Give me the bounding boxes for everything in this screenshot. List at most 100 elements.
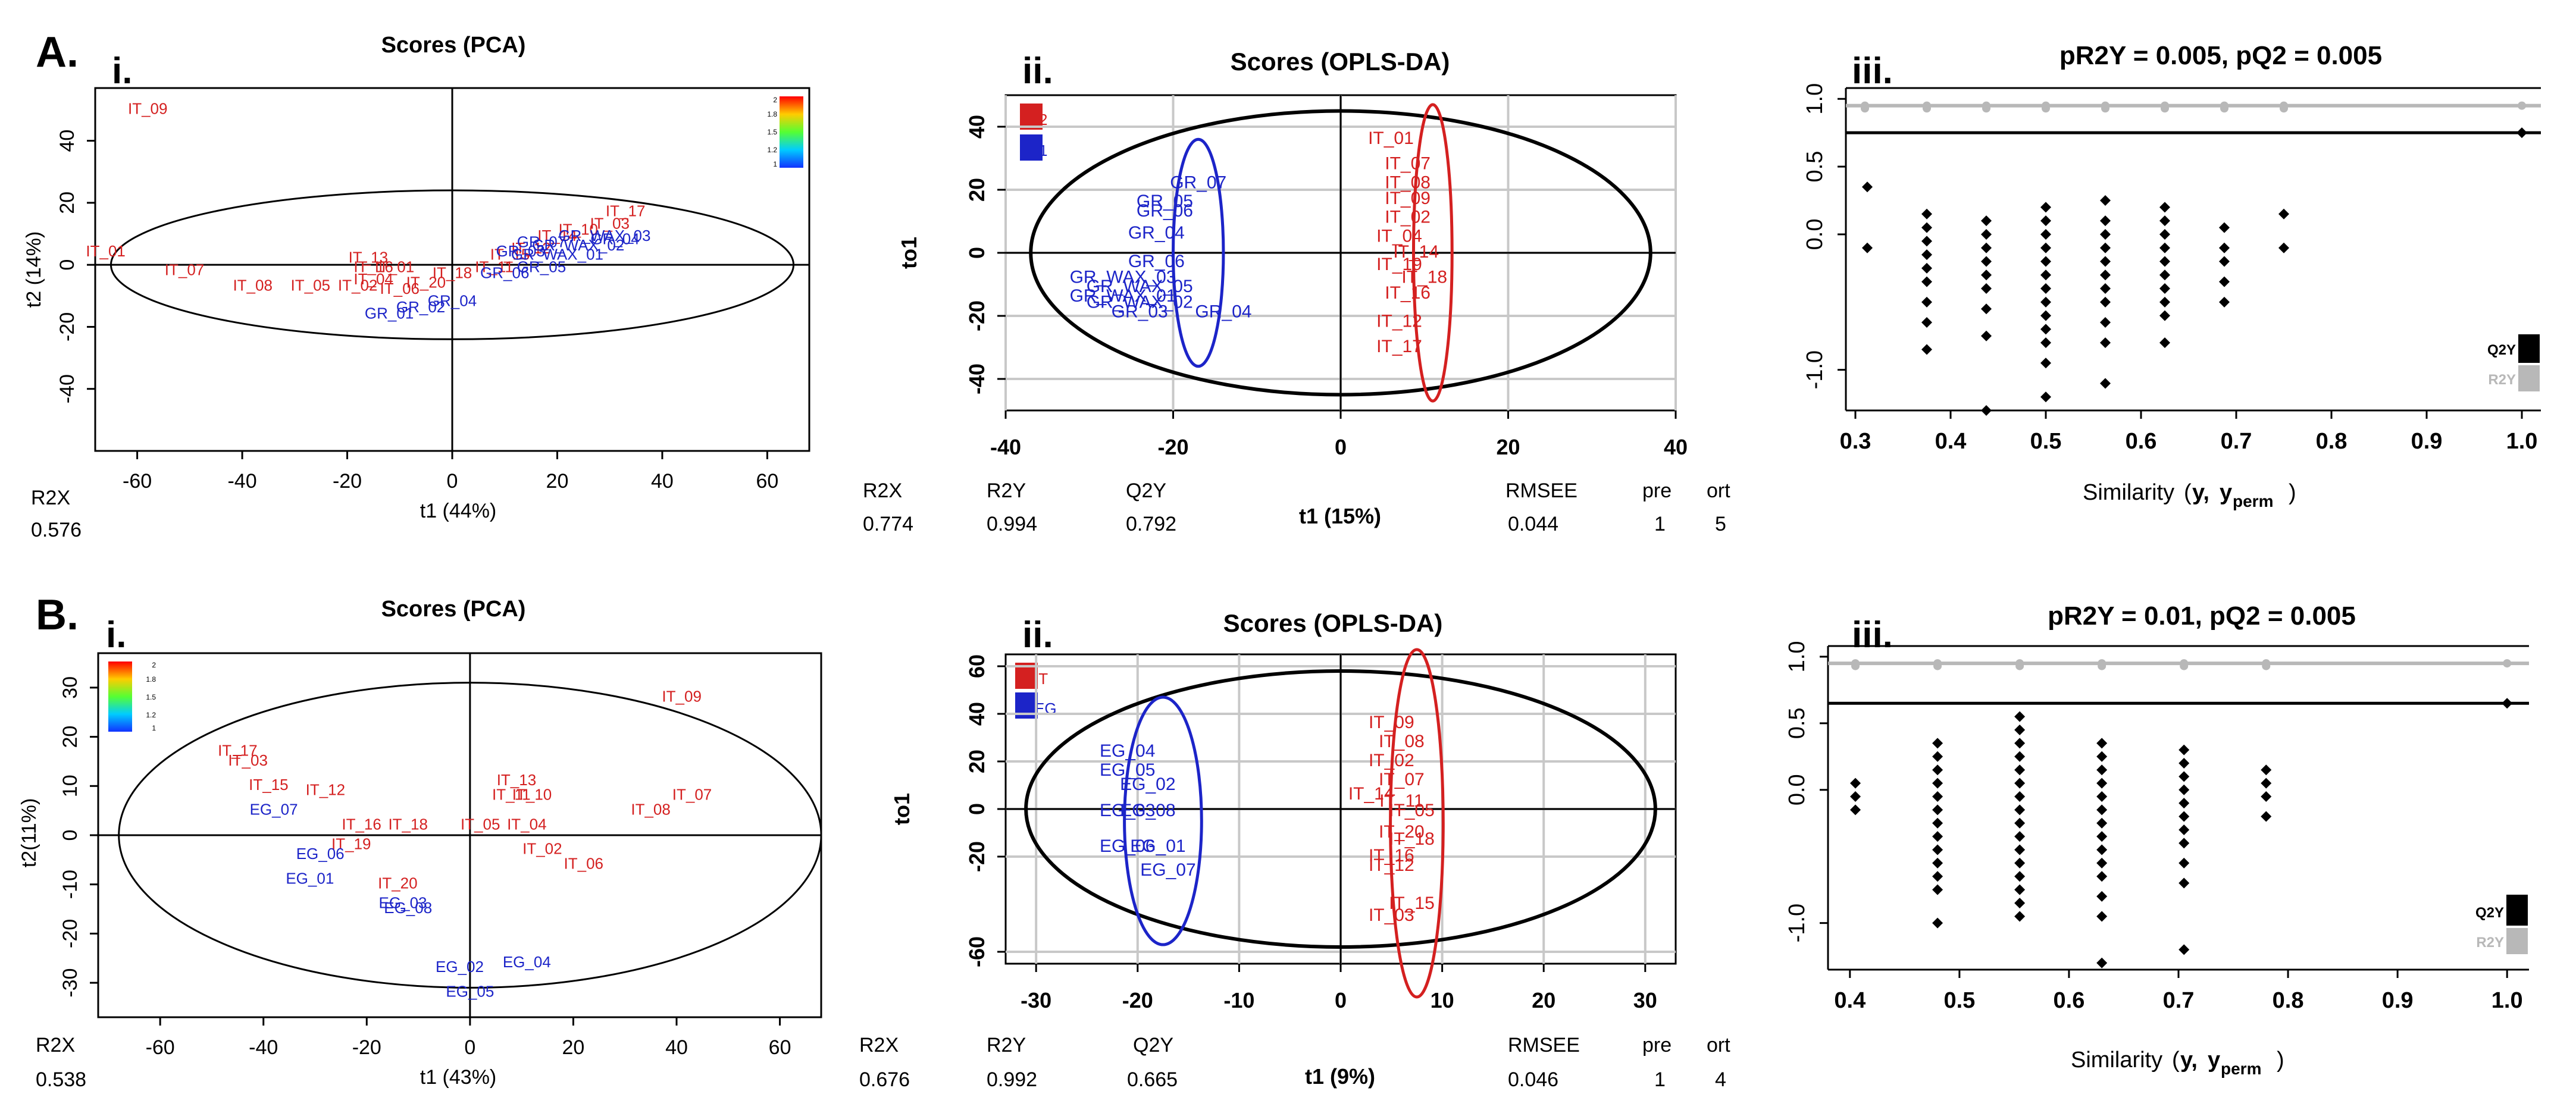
- data-point-label: IT_06: [564, 854, 604, 872]
- r2y-point: [2015, 661, 2024, 670]
- panel-a-permutation: pR2Y = 0.005, pQ2 = 0.005 Similarity ( y…: [1802, 41, 2541, 510]
- row-a-numeral-ii: ii.: [1022, 51, 1053, 92]
- y-tick-label: -20: [59, 919, 82, 948]
- r2y-point: [2220, 104, 2228, 113]
- data-point-label: GR_07: [517, 233, 566, 251]
- data-point-label: IT_05: [1389, 801, 1435, 820]
- data-point-label: IT_05: [291, 277, 331, 294]
- data-point-label: GR_05: [1137, 192, 1193, 211]
- q2y-point: [2516, 127, 2527, 139]
- x-tick-label: -20: [1122, 988, 1153, 1012]
- y-tick-label: -20: [56, 312, 79, 341]
- q2y-point: [2100, 215, 2111, 227]
- data-point-label: IT_14: [537, 227, 577, 244]
- q2y-point: [2261, 791, 2272, 802]
- data-point-label: IT_12: [1376, 312, 1422, 331]
- chart-title: Scores (PCA): [381, 597, 526, 622]
- data-point-label: IT_15: [1389, 893, 1435, 913]
- stat-label: RMSEE: [1505, 479, 1577, 502]
- r2y-point: [1861, 104, 1869, 113]
- data-point-label: GR_WAX_05: [1087, 277, 1193, 296]
- q2y-point: [2040, 202, 2051, 213]
- data-point-label: GR_04: [428, 292, 477, 310]
- stat-label: R2X: [863, 479, 902, 502]
- x-tick-label: 0: [464, 1036, 475, 1059]
- y-tick-label: 40: [965, 115, 989, 139]
- row-b-numeral-iii: iii.: [1852, 614, 1893, 656]
- q2y-point: [2014, 777, 2026, 789]
- r2y-point: [2180, 661, 2189, 670]
- stat-value: 0.665: [1127, 1068, 1178, 1091]
- q2y-point: [1981, 256, 1992, 267]
- q2y-point: [2040, 283, 2051, 294]
- colorbar-tick: 1.2: [767, 146, 777, 154]
- x-tick-label: 40: [651, 470, 674, 493]
- y-tick-label: 0.0: [1785, 774, 1810, 805]
- legend-label: Q2Y: [2475, 905, 2504, 921]
- q2y-point: [2100, 378, 2111, 389]
- q2y-point: [2014, 844, 2026, 855]
- data-point-label: EG_07: [1140, 860, 1195, 880]
- data-point-label: IT_08: [1379, 732, 1425, 751]
- data-point-label: IT_19: [1376, 255, 1422, 274]
- y-tick-label: 1.0: [1802, 83, 1827, 115]
- y-tick-label: 60: [965, 654, 989, 678]
- legend-label: R2Y: [2488, 372, 2516, 388]
- q2y-point: [1932, 804, 1943, 816]
- hotelling-ellipse: [118, 682, 822, 989]
- q2y-point: [1850, 804, 1861, 816]
- q2y-point: [2096, 804, 2108, 816]
- hotelling-ellipse: [109, 189, 795, 340]
- hotelling-ellipse: [1024, 669, 1657, 949]
- q2y-point: [1932, 751, 1943, 762]
- panel-b-pca: Scores (PCA) t1 (43%) t2(11%) 2 1.8 1.5 …: [18, 597, 822, 1089]
- q2y-point: [2100, 242, 2111, 253]
- q2y-point: [2179, 784, 2190, 795]
- y-tick-label: 10: [59, 775, 82, 797]
- group-ellipse-blue: [1123, 695, 1203, 946]
- row-a-numeral-i: i.: [112, 51, 132, 92]
- data-point-label: IT_04: [353, 270, 393, 288]
- data-point-label: EG_03: [1100, 801, 1155, 820]
- data-point-label: GR_04: [590, 230, 639, 247]
- q2y-point: [2502, 698, 2513, 709]
- data-point-label: IT_07: [672, 786, 712, 804]
- colorbar: [780, 96, 803, 168]
- row-a-oplsda-stats: R2X 0.774 R2Y 0.994 Q2Y 0.792 RMSEE 0.04…: [863, 479, 1730, 535]
- colorbar-tick: 1: [773, 160, 777, 168]
- q2y-point: [2179, 824, 2190, 835]
- x-tick-label: 0: [1335, 435, 1347, 459]
- data-point-label: IT_11: [492, 786, 531, 804]
- x-tick-label: 0.6: [2054, 988, 2085, 1013]
- r2y-point: [2098, 661, 2107, 670]
- q2y-point: [1921, 344, 1932, 355]
- data-point-label: GR_06: [480, 264, 529, 282]
- data-point-label: GR_07: [1170, 173, 1226, 192]
- chart-title: pR2Y = 0.005, pQ2 = 0.005: [2059, 41, 2382, 70]
- data-point-label: IT_10: [512, 786, 552, 804]
- x-tick-label: 40: [1664, 435, 1688, 459]
- q2y-point: [1932, 917, 1943, 929]
- x-tick-label: 1.0: [2492, 988, 2523, 1013]
- q2y-point: [2100, 283, 2111, 294]
- q2y-point: [2096, 738, 2108, 749]
- q2y-point: [1981, 330, 1992, 341]
- data-point-label: IT_20: [1379, 822, 1425, 842]
- legend-swatch-red: [1020, 104, 1043, 130]
- x-axis-label-y: y,: [2192, 480, 2209, 505]
- row-a-pca-r2x-label: R2X: [31, 487, 70, 509]
- data-point-label: GR_01: [365, 304, 414, 322]
- x-tick-label: 0.8: [2273, 988, 2304, 1013]
- data-point-label: IT_08: [631, 801, 671, 819]
- stat-value: 0.676: [859, 1068, 910, 1091]
- q2y-point: [2014, 817, 2026, 829]
- x-tick-label: 1.0: [2506, 429, 2538, 454]
- y-tick-label: 0: [965, 247, 989, 259]
- data-point-label: IT_04: [1376, 226, 1422, 246]
- q2y-point: [2100, 337, 2111, 349]
- q2y-point: [2014, 725, 2026, 736]
- q2y-point: [2179, 798, 2190, 809]
- q2y-point: [2179, 877, 2190, 889]
- y-tick-label: 0.5: [1785, 707, 1810, 739]
- q2y-point: [2040, 269, 2051, 281]
